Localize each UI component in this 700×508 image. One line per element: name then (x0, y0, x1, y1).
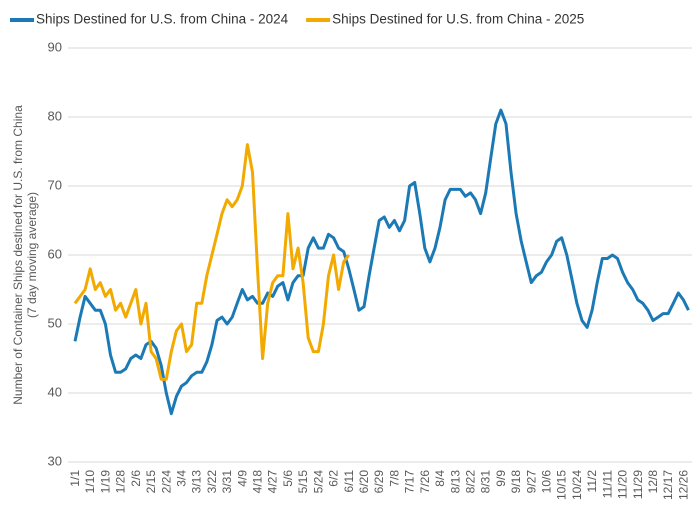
x-tick-label: 10/24 (570, 470, 584, 500)
x-tick-label: 10/15 (555, 470, 569, 500)
series-line (73, 108, 690, 416)
x-tick-label: 3/13 (190, 470, 204, 494)
x-tick-label: 11/29 (631, 470, 645, 499)
x-tick-label: 6/20 (357, 470, 371, 494)
series-line (73, 143, 351, 381)
x-tick-label: 9/27 (524, 470, 538, 494)
x-tick-label: 5/24 (311, 470, 325, 494)
x-tick-label: 8/22 (463, 470, 477, 494)
x-tick-label: 3/22 (205, 470, 219, 494)
x-tick-label: 12/26 (676, 470, 690, 500)
y-axis-label: Number of Container Ships destined for U… (11, 105, 25, 405)
x-tick-label: 1/28 (114, 470, 128, 494)
x-tick-label: 5/6 (281, 470, 295, 487)
x-tick-label: 11/11 (600, 470, 614, 499)
y-tick-label: 50 (48, 315, 62, 330)
x-tick-label: 4/9 (235, 470, 249, 487)
x-tick-label: 7/8 (387, 470, 401, 487)
y-tick-label: 70 (48, 177, 62, 192)
x-tick-label: 12/17 (661, 470, 675, 500)
y-tick-label: 90 (48, 39, 62, 54)
x-tick-label: 8/31 (479, 470, 493, 494)
x-tick-label: 11/20 (616, 470, 630, 499)
x-tick-label: 1/19 (98, 470, 112, 494)
x-tick-label: 10/6 (540, 470, 554, 494)
x-tick-label: 2/15 (144, 470, 158, 494)
x-tick-label: 2/6 (129, 470, 143, 487)
x-tick-label: 6/29 (372, 470, 386, 494)
y-tick-label: 80 (48, 108, 62, 123)
legend-label: Ships Destined for U.S. from China - 202… (332, 12, 584, 27)
x-tick-label: 5/15 (296, 470, 310, 494)
x-tick-label: 7/26 (418, 470, 432, 494)
x-tick-label: 3/31 (220, 470, 234, 494)
y-tick-label: 60 (48, 246, 62, 261)
x-tick-label: 6/2 (327, 470, 341, 487)
y-tick-label: 40 (48, 384, 62, 399)
x-tick-label: 1/1 (68, 470, 82, 487)
x-tick-label: 9/9 (494, 470, 508, 487)
x-tick-label: 11/2 (585, 470, 599, 493)
x-tick-label: 6/11 (342, 470, 356, 493)
x-tick-label: 4/27 (266, 470, 280, 494)
x-tick-label: 12/8 (646, 470, 660, 494)
y-tick-label: 30 (48, 453, 62, 468)
x-tick-label: 4/18 (251, 470, 265, 494)
legend-label: Ships Destined for U.S. from China - 202… (36, 12, 289, 27)
x-tick-label: 8/13 (448, 470, 462, 494)
x-tick-label: 3/4 (174, 470, 188, 487)
x-tick-label: 8/4 (433, 470, 447, 487)
x-tick-label: 9/18 (509, 470, 523, 494)
x-tick-label: 2/24 (159, 470, 173, 494)
x-tick-label: 1/10 (83, 470, 97, 494)
y-axis-label: (7 day moving average) (25, 192, 39, 318)
x-tick-label: 7/17 (403, 470, 417, 494)
